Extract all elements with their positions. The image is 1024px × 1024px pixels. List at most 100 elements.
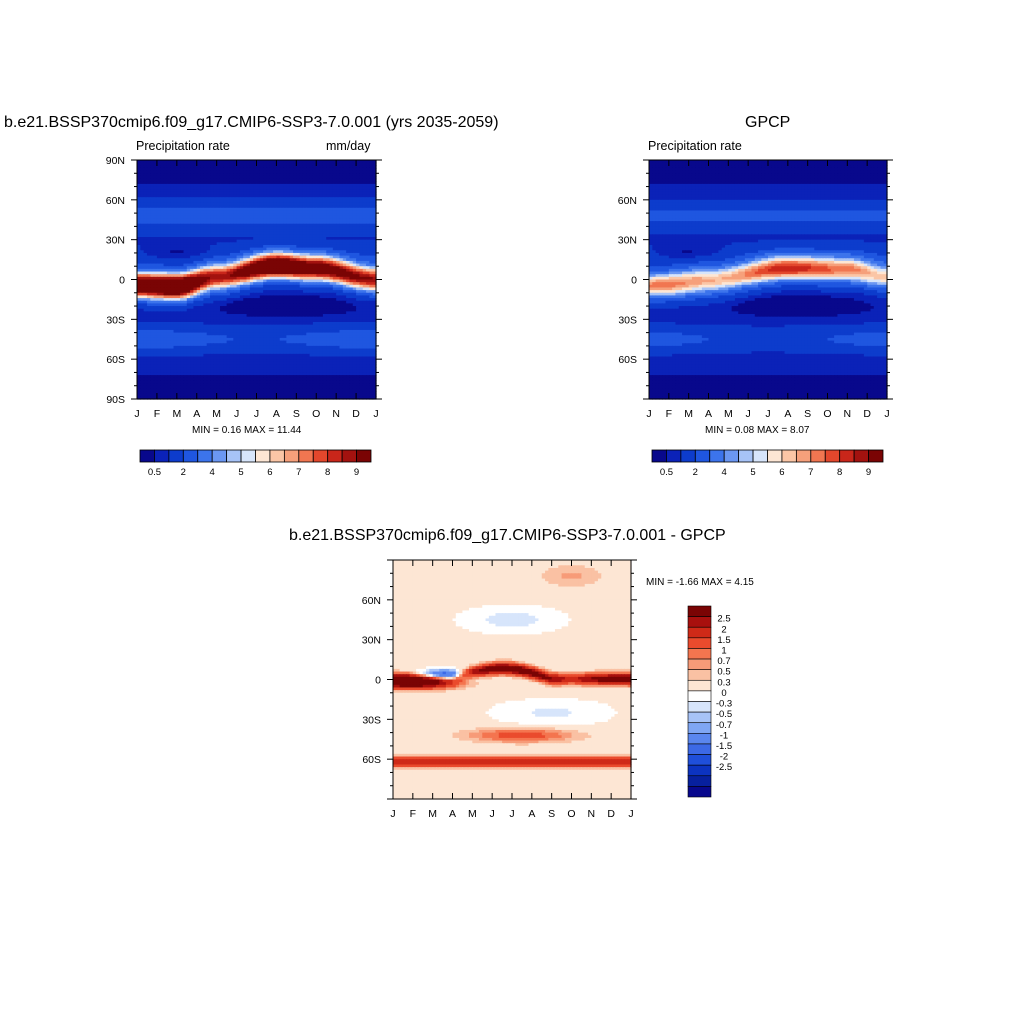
left-heatmap-cell [312, 226, 317, 230]
left-heatmap-cell [239, 186, 244, 190]
left-heatmap-cell [180, 247, 185, 251]
left-heatmap-cell [210, 250, 214, 254]
left-heatmap-cell [233, 213, 238, 217]
left-heatmap-cell [293, 202, 297, 206]
left-heatmap-cell [352, 223, 357, 227]
left-heatmap-cell [336, 215, 341, 220]
left-heatmap-cell [332, 181, 337, 185]
left-heatmap-cell [193, 202, 198, 206]
left-heatmap-cell [170, 268, 175, 273]
left-heatmap-cell [223, 263, 228, 267]
left-heatmap-cell [359, 178, 364, 182]
left-heatmap-cell [216, 218, 221, 222]
left-heatmap-cell [210, 223, 214, 227]
left-heatmap-cell [259, 162, 264, 166]
left-heatmap-cell [236, 210, 241, 214]
left-heatmap-cell [243, 226, 248, 230]
left-heatmap-cell [223, 239, 228, 243]
left-heatmap-cell [302, 266, 307, 270]
left-heatmap-cell [249, 244, 254, 249]
left-heatmap-cell [153, 229, 158, 233]
left-heatmap-cell [137, 215, 141, 220]
left-heatmap-cell [293, 250, 297, 254]
left-heatmap-cell [170, 266, 175, 270]
left-heatmap-cell [279, 244, 284, 249]
left-heatmap-cell [263, 167, 268, 172]
left-heatmap-cell [203, 276, 208, 281]
left-heatmap-cell [243, 237, 248, 241]
left-heatmap-cell [253, 162, 258, 166]
left-heatmap-cell [146, 186, 151, 190]
left-heatmap-cell [369, 167, 374, 172]
left-heatmap-cell [253, 266, 258, 270]
left-heatmap-cell [286, 223, 291, 227]
left-heatmap-cell [186, 186, 191, 190]
left-heatmap-cell [216, 226, 221, 230]
left-heatmap-cell [186, 229, 191, 233]
left-heatmap-cell [346, 189, 351, 193]
left-heatmap-cell [226, 268, 231, 273]
left-heatmap-cell [206, 223, 211, 227]
left-heatmap-cell [243, 266, 248, 270]
left-heatmap-cell [356, 268, 361, 273]
left-heatmap-cell [263, 183, 268, 188]
left-heatmap-cell [296, 194, 301, 198]
left-heatmap-cell [226, 199, 231, 204]
left-heatmap-cell [296, 160, 301, 164]
left-heatmap-cell [137, 279, 141, 283]
left-heatmap-cell [369, 178, 374, 182]
left-heatmap-cell [283, 260, 287, 265]
left-heatmap-cell [200, 237, 204, 241]
left-heatmap-cell [203, 247, 208, 251]
left-heatmap-cell [156, 239, 161, 243]
left-heatmap-cell [143, 210, 148, 214]
left-heatmap-cell [190, 247, 195, 251]
left-heatmap-cell [359, 181, 364, 185]
left-heatmap-cell [259, 255, 264, 259]
left-heatmap-cell [366, 170, 370, 174]
left-heatmap-cell [276, 244, 281, 249]
left-heatmap-cell [246, 186, 251, 190]
left-heatmap-cell [140, 218, 145, 222]
left-heatmap-cell [210, 199, 214, 204]
left-heatmap-cell [213, 237, 218, 241]
left-heatmap-cell [243, 162, 248, 166]
left-heatmap-cell [216, 207, 221, 212]
left-heatmap-cell [219, 183, 224, 188]
left-heatmap-cell [150, 237, 155, 241]
left-heatmap-cell [319, 250, 324, 254]
left-heatmap-cell [223, 218, 228, 222]
left-heatmap-cell [356, 252, 361, 257]
left-heatmap-cell [326, 268, 331, 273]
left-heatmap-cell [170, 237, 175, 241]
left-heatmap-cell [316, 271, 321, 275]
left-heatmap-cell [366, 250, 370, 254]
left-heatmap-cell [276, 268, 281, 273]
left-heatmap-cell [362, 197, 367, 201]
left-heatmap-cell [329, 250, 334, 254]
left-heatmap-cell [190, 263, 195, 267]
left-heatmap-cell [196, 268, 201, 273]
left-heatmap-cell [206, 258, 211, 262]
left-heatmap-cell [243, 255, 248, 259]
left-heatmap-cell [269, 194, 274, 198]
left-heatmap-cell [256, 226, 261, 230]
left-heatmap-cell [246, 226, 251, 230]
left-heatmap-cell [193, 191, 198, 196]
left-heatmap-cell [349, 167, 354, 172]
left-heatmap-cell [326, 247, 331, 251]
left-heatmap-cell [259, 173, 264, 177]
left-heatmap-cell [369, 247, 374, 251]
left-heatmap-cell [176, 215, 181, 220]
left-heatmap-cell [296, 237, 301, 241]
left-heatmap-cell [186, 205, 191, 209]
left-heatmap-cell [369, 183, 374, 188]
left-heatmap-cell [306, 165, 311, 169]
left-heatmap-cell [276, 199, 281, 204]
left-heatmap-cell [223, 207, 228, 212]
left-heatmap-cell [312, 178, 317, 182]
left-heatmap-cell [163, 268, 168, 273]
left-heatmap-cell [319, 252, 324, 257]
left-heatmap-cell [246, 189, 251, 193]
left-heatmap-cell [279, 252, 284, 257]
